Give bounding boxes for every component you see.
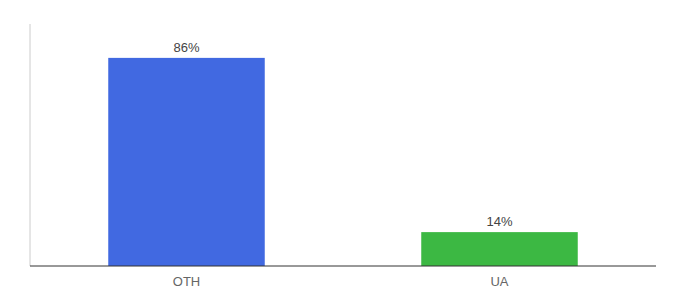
x-tick-label: OTH	[173, 274, 200, 289]
data-label: 14%	[486, 214, 512, 229]
bar	[108, 58, 265, 266]
bar	[421, 232, 578, 266]
y-axis-line	[30, 24, 31, 266]
chart-container: OTH UA 86% 14%	[0, 0, 680, 300]
x-tick-label: UA	[490, 274, 508, 289]
data-label: 86%	[173, 40, 199, 55]
bars	[108, 58, 578, 266]
x-axis-line	[30, 266, 656, 267]
chart: OTH UA 86% 14%	[0, 0, 680, 300]
